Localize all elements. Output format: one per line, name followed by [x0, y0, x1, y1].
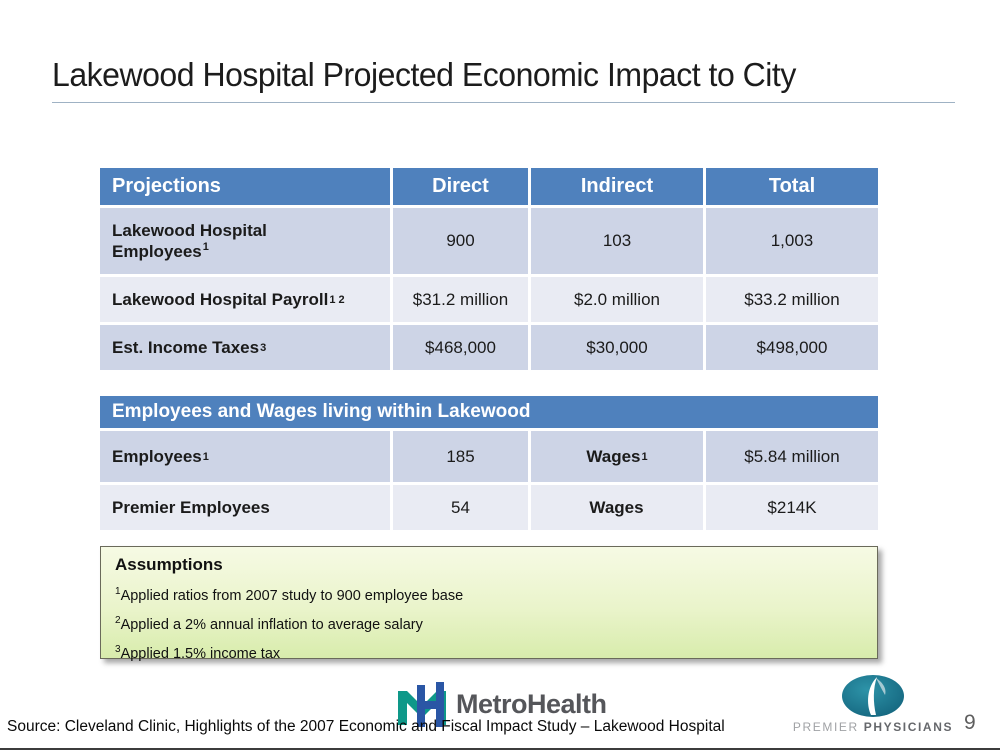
row-label-premier-employees: Premier Employees — [100, 485, 390, 530]
cell-premier-wages-label: Wages — [531, 485, 703, 530]
col-header-indirect: Indirect — [531, 168, 703, 205]
assumption-item: 3Applied 1.5% income tax — [115, 644, 863, 662]
slide-bottom-border — [0, 748, 1000, 750]
row-label-income-taxes: Est. Income Taxes 3 — [100, 325, 390, 370]
slide-title: Lakewood Hospital Projected Economic Imp… — [52, 56, 796, 93]
assumption-text: Applied ratios from 2007 study to 900 em… — [120, 587, 464, 604]
employees-wages-header: Employees and Wages living within Lakewo… — [100, 396, 878, 428]
footnote-sup: 1 — [202, 241, 209, 254]
row-label-text: Est. Income Taxes — [112, 337, 260, 357]
premier-ellipse-icon — [842, 675, 904, 717]
assumption-text: Applied a 2% annual inflation to average… — [120, 616, 423, 633]
footnote-sup: 2 — [115, 614, 121, 626]
assumptions-title: Assumptions — [115, 555, 223, 574]
wages-label-text: Wages — [589, 497, 644, 517]
cell-premier-wages-value: $214K — [706, 485, 878, 530]
col-header-direct: Direct — [393, 168, 528, 205]
cell-payroll-indirect: $2.0 million — [531, 277, 703, 322]
cell-taxes-total: $498,000 — [706, 325, 878, 370]
cell-employees-indirect: 103 — [531, 208, 703, 274]
row-label-employees: Lakewood Hospital Employees1 — [100, 208, 390, 274]
cell-wages-value: $5.84 million — [706, 431, 878, 482]
cell-premier-count: 54 — [393, 485, 528, 530]
cell-payroll-total: $33.2 million — [706, 277, 878, 322]
metrohealth-wordmark: MetroHealth — [456, 688, 607, 719]
premier-physicians-logo: PREMIER PHYSICIANS — [788, 674, 958, 734]
title-underline — [52, 102, 955, 103]
wages-label-text: Wages — [586, 446, 641, 466]
cell-employees-direct: 900 — [393, 208, 528, 274]
cell-employees-total: 1,003 — [706, 208, 878, 274]
employees-wages-table: Employees and Wages living within Lakewo… — [100, 396, 878, 530]
premier-word-1: PREMIER — [792, 720, 859, 734]
footnote-sup: 3 — [115, 643, 121, 655]
assumption-item: 2Applied a 2% annual inflation to averag… — [115, 615, 863, 633]
row-label-payroll: Lakewood Hospital Payroll 1 2 — [100, 277, 390, 322]
row-label-text: Lakewood Hospital Employees — [112, 221, 267, 261]
cell-taxes-direct: $468,000 — [393, 325, 528, 370]
row-label-text: Premier Employees — [112, 497, 270, 517]
source-citation: Source: Cleveland Clinic, Highlights of … — [7, 718, 725, 735]
row-label-text: Employees — [112, 446, 202, 466]
footnote-sup: 1 — [115, 586, 121, 597]
premier-wordmark: PREMIER PHYSICIANS — [788, 720, 958, 734]
premier-word-2: PHYSICIANS — [863, 720, 954, 734]
col-header-total: Total — [706, 168, 878, 205]
assumptions-box: Assumptions 1Applied ratios from 2007 st… — [100, 546, 878, 662]
metrohealth-monogram-icon — [398, 682, 446, 727]
cell-payroll-direct: $31.2 million — [393, 277, 528, 322]
metrohealth-logo: MetroHealth — [398, 681, 607, 727]
row-label-text: Lakewood Hospital Payroll — [112, 289, 329, 309]
col-header-projections: Projections — [100, 168, 390, 205]
projections-table: Projections Direct Indirect Total Lakewo… — [100, 168, 878, 370]
page-number: 9 — [964, 711, 976, 734]
cell-wages-label: Wages 1 — [531, 431, 703, 482]
assumption-item: 1Applied ratios from 2007 study to 900 e… — [115, 586, 863, 604]
row-label-employees-lakewood: Employees 1 — [100, 431, 390, 482]
assumption-text: Applied 1.5% income tax — [120, 645, 281, 662]
cell-taxes-indirect: $30,000 — [531, 325, 703, 370]
cell-employees-count: 185 — [393, 431, 528, 482]
